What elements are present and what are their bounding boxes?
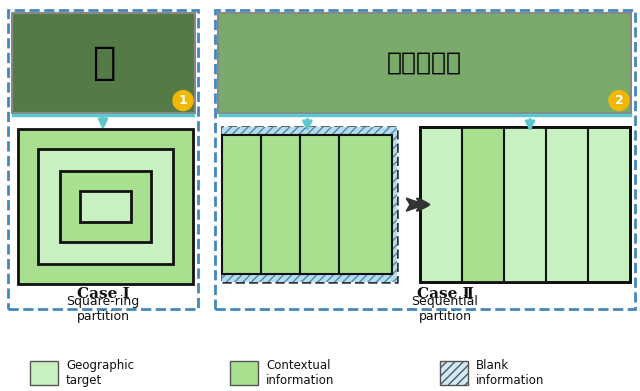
Bar <box>215 10 635 308</box>
Text: Square-ring
partition: Square-ring partition <box>67 295 140 323</box>
Circle shape <box>173 91 193 111</box>
Bar <box>222 127 397 282</box>
Text: 1: 1 <box>179 94 188 107</box>
Text: Case Ⅰ: Case Ⅰ <box>77 287 129 301</box>
Text: 🌳🏠🌳🏠🌳: 🌳🏠🌳🏠🌳 <box>387 51 462 75</box>
Bar <box>420 127 630 282</box>
Text: 2: 2 <box>614 94 623 107</box>
Text: Contextual
information: Contextual information <box>266 359 334 387</box>
Bar <box>222 135 275 274</box>
Bar <box>60 171 151 242</box>
Bar <box>12 13 195 113</box>
Bar <box>420 127 630 282</box>
Bar <box>230 361 258 386</box>
Bar <box>300 135 353 274</box>
Text: Blank
information: Blank information <box>476 359 545 387</box>
Bar <box>218 13 631 113</box>
Bar <box>222 127 397 282</box>
Bar <box>339 135 392 274</box>
Bar <box>261 135 314 274</box>
Bar <box>80 191 131 222</box>
Bar <box>38 149 173 264</box>
Text: 🛰: 🛰 <box>92 44 115 82</box>
Text: Geographic
target: Geographic target <box>66 359 134 387</box>
Text: Case Ⅱ: Case Ⅱ <box>417 287 474 301</box>
Bar <box>440 361 468 386</box>
Bar <box>8 10 198 308</box>
Bar <box>18 129 193 284</box>
Bar <box>30 361 58 386</box>
Bar <box>462 127 504 282</box>
Circle shape <box>609 91 629 111</box>
Text: Sequential
partition: Sequential partition <box>412 295 479 323</box>
Bar <box>504 127 546 282</box>
